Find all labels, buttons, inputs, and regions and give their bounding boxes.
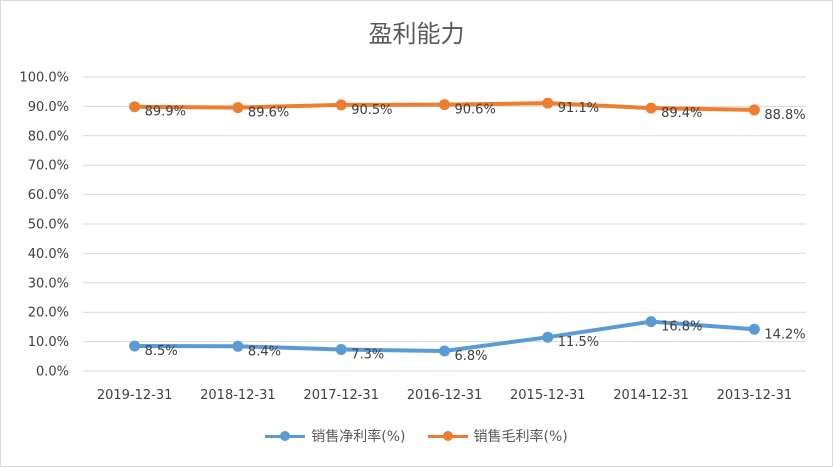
data-label-0-3: 6.8% <box>455 349 488 364</box>
y-tick-label-4: 40.0% <box>28 247 69 262</box>
legend-item-gross-margin[interactable]: 销售毛利率(%) <box>427 426 568 446</box>
data-label-0-1: 8.4% <box>248 344 281 359</box>
data-label-0-4: 11.5% <box>558 335 599 350</box>
data-label-1-5: 89.4% <box>661 106 702 121</box>
y-tick-label-2: 20.0% <box>28 306 69 321</box>
y-tick-label-7: 70.0% <box>28 159 69 174</box>
legend-item-net-margin[interactable]: 销售净利率(%) <box>265 426 406 446</box>
data-label-1-4: 91.1% <box>558 101 599 116</box>
y-tick-label-8: 80.0% <box>28 129 69 144</box>
x-axis-tick-labels: 2019-12-31 2018-12-31 2017-12-31 2016-12-31… <box>97 388 792 403</box>
data-label-0-2: 7.3% <box>351 348 384 363</box>
chart-title: 盈利能力 <box>368 20 465 48</box>
y-tick-label-1: 10.0% <box>28 335 69 350</box>
series-0: 8.5% 8.4% 7.3% 6.8% 11.5% 16.8% 14.2% <box>129 316 806 364</box>
y-tick-label-9: 90.0% <box>28 100 69 115</box>
y-axis-tick-labels: 0.0% 10.0% 20.0% 30.0% 40.0% 50.0% 60.0% 70.0% 8… <box>19 71 69 380</box>
legend-label-gross-margin: 销售毛利率(%) <box>473 429 568 445</box>
data-point-0-2[interactable] <box>335 344 347 356</box>
data-point-1-0[interactable] <box>129 101 141 113</box>
data-point-0-5[interactable] <box>645 316 657 328</box>
data-point-0-1[interactable] <box>232 340 244 352</box>
series-1: 89.9% 89.6% 90.5% 90.6% 91.1% 89.4% 88.8% <box>129 97 806 123</box>
x-tick-label-1: 2018-12-31 <box>200 388 276 403</box>
data-point-1-1[interactable] <box>232 102 244 114</box>
series-group: 8.5% 8.4% 7.3% 6.8% 11.5% 16.8% 14.2% 89.9% 89.6… <box>129 97 806 364</box>
data-point-0-4[interactable] <box>542 331 554 343</box>
data-point-1-6[interactable] <box>748 104 760 116</box>
data-point-1-4[interactable] <box>542 97 554 109</box>
x-tick-label-3: 2016-12-31 <box>407 388 483 403</box>
data-label-1-0: 89.9% <box>145 105 186 120</box>
y-tick-label-5: 50.0% <box>28 218 69 233</box>
data-label-1-6: 88.8% <box>764 108 805 123</box>
y-tick-label-0: 0.0% <box>36 365 69 380</box>
x-tick-label-5: 2014-12-31 <box>613 388 689 403</box>
data-label-0-5: 16.8% <box>661 320 702 335</box>
x-tick-label-4: 2015-12-31 <box>510 388 586 403</box>
y-tick-label-3: 30.0% <box>28 276 69 291</box>
data-point-1-5[interactable] <box>645 102 657 114</box>
data-point-1-2[interactable] <box>335 99 347 111</box>
data-point-0-0[interactable] <box>129 340 141 352</box>
x-tick-label-6: 2013-12-31 <box>717 388 793 403</box>
x-tick-label-2: 2017-12-31 <box>303 388 379 403</box>
x-tick-label-0: 2019-12-31 <box>97 388 173 403</box>
data-label-1-2: 90.5% <box>351 103 392 118</box>
data-label-1-1: 89.6% <box>248 106 289 121</box>
legend-label-net-margin: 销售净利率(%) <box>311 429 406 445</box>
legend-swatch-gross-margin <box>427 430 468 442</box>
y-tick-label-6: 60.0% <box>28 188 69 203</box>
data-point-0-3[interactable] <box>439 345 450 357</box>
data-label-0-0: 8.5% <box>145 344 178 359</box>
data-label-0-6: 14.2% <box>764 327 805 342</box>
y-tick-label-10: 100.0% <box>19 71 69 86</box>
data-point-0-6[interactable] <box>748 323 760 335</box>
data-point-1-3[interactable] <box>439 99 450 111</box>
legend: 销售净利率(%) 销售毛利率(%) <box>0 426 833 446</box>
legend-swatch-net-margin <box>265 430 306 442</box>
data-label-1-3: 90.6% <box>455 103 496 118</box>
